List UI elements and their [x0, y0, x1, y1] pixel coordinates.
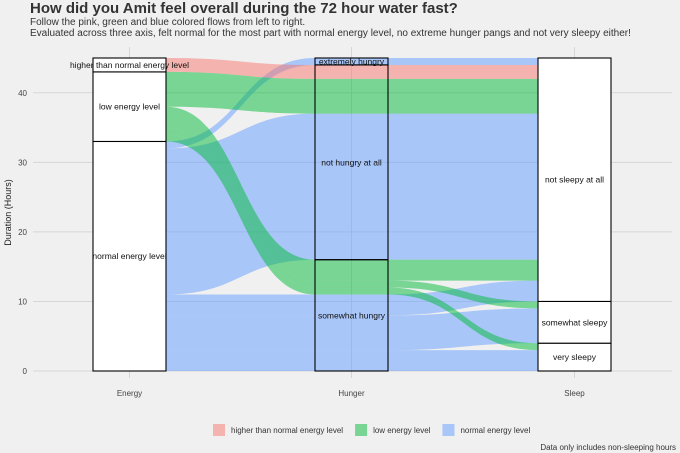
y-tick-label: 0	[23, 367, 28, 376]
legend-swatch	[355, 424, 368, 436]
stratum-label: not sleepy at all	[545, 175, 604, 185]
flow-hunger-sleep	[388, 113, 538, 260]
flow-through-hunger	[315, 315, 388, 351]
flow-through-hunger	[315, 259, 388, 281]
flow-hunger-sleep	[388, 58, 538, 65]
stratum-box	[314, 57, 389, 66]
flow-hunger-sleep	[388, 287, 538, 351]
stratum-label: normal energy level	[92, 251, 166, 261]
stratum-label: low energy level	[99, 102, 160, 112]
stratum-label: extremely hungry	[319, 56, 385, 66]
flow-energy-hunger	[166, 294, 315, 316]
legend-label: low energy level	[373, 426, 431, 435]
x-tick-label: Energy	[117, 389, 142, 398]
flow-through-hunger	[315, 58, 388, 65]
axis-sleep: very sleepy somewhat sleepy not sleepy at …	[537, 57, 612, 398]
y-tick-label: 40	[18, 89, 27, 98]
stratum-label: somewhat sleepy	[542, 317, 608, 327]
stratum-label: somewhat hungry	[318, 310, 386, 320]
flow-through-hunger	[315, 350, 388, 371]
stratum-box	[537, 300, 612, 344]
legend-swatch	[442, 424, 455, 436]
flow-energy-hunger	[166, 315, 315, 351]
flow-through-hunger	[315, 113, 388, 260]
y-axis: 0 10 20 30 40 Duration (Hours)	[3, 89, 28, 376]
flow-through-hunger	[315, 280, 388, 288]
flow-energy-hunger	[166, 134, 315, 295]
flow-hunger-sleep	[388, 78, 538, 114]
flow-energy-hunger	[166, 350, 315, 371]
flow-hunger-sleep	[388, 64, 538, 79]
y-axis-label: Duration (Hours)	[3, 179, 13, 246]
flow-energy-hunger	[166, 106, 315, 281]
flow-hunger-sleep	[388, 350, 538, 371]
y-tick-label: 20	[18, 228, 27, 237]
flow-energy-hunger	[166, 127, 315, 288]
flow-through-hunger	[315, 64, 388, 79]
flow-through-hunger	[315, 287, 388, 295]
stratum-box	[537, 342, 612, 372]
stratum-label: very sleepy	[553, 352, 597, 362]
chart-subtitle-line-2: Evaluated across three axis, felt normal…	[30, 28, 631, 39]
flow-energy-hunger	[166, 58, 315, 79]
x-tick-label: Hunger	[338, 389, 365, 398]
y-tick-label: 30	[18, 158, 27, 167]
x-tick-label: Sleep	[564, 389, 585, 398]
flow-hunger-sleep	[388, 259, 538, 281]
legend-label: higher than normal energy level	[231, 426, 343, 435]
flows	[166, 58, 538, 371]
y-tick-label: 10	[18, 297, 27, 306]
flow-through-hunger	[315, 294, 388, 316]
chart-title: How did you Amit feel overall during the…	[30, 0, 458, 17]
chart-caption: Data only includes non-sleeping hours	[540, 443, 676, 452]
axis-hunger: somewhat hungry not hungry at all extremel…	[314, 56, 389, 398]
flow-hunger-sleep	[388, 280, 538, 309]
axis-energy: normal energy level low energy level highe…	[70, 57, 189, 398]
stratum-box	[92, 57, 167, 73]
flow-through-hunger	[315, 78, 388, 114]
stratum-box	[537, 57, 612, 302]
flow-hunger-sleep	[388, 280, 538, 316]
legend-label: normal energy level	[460, 426, 530, 435]
stratum-label: higher than normal energy level	[70, 60, 189, 70]
stratum-box	[92, 140, 167, 372]
flow-energy-hunger	[166, 71, 315, 114]
legend: higher than normal energy level low energ…	[213, 424, 530, 436]
stratum-label: not hungry at all	[321, 157, 382, 167]
chart-subtitle-line-1: Follow the pink, green and blue colored …	[30, 17, 306, 28]
legend-swatch	[213, 424, 225, 436]
